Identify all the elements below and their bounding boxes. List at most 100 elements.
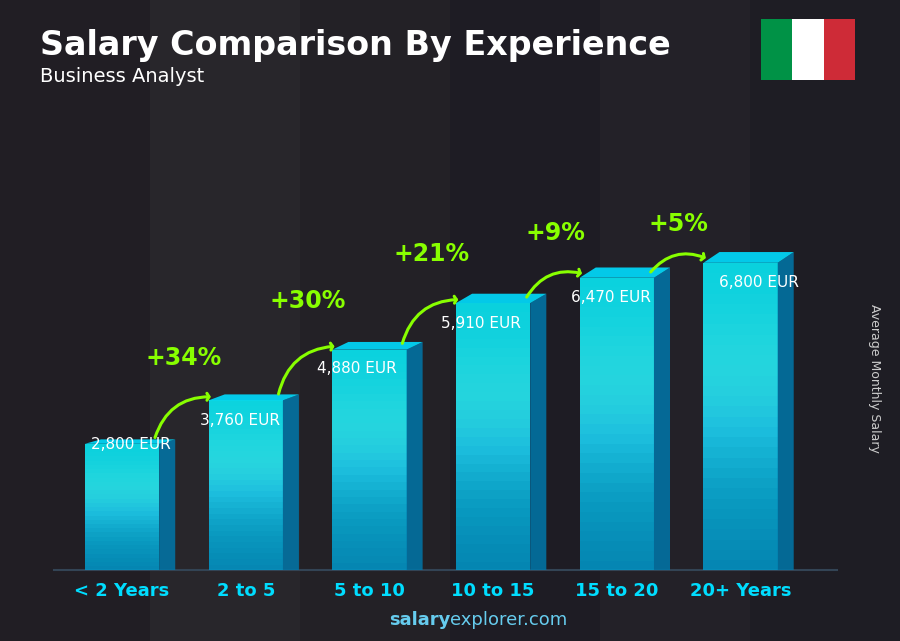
Bar bbox=[209, 401, 283, 406]
Bar bbox=[332, 497, 407, 504]
Bar bbox=[209, 423, 283, 429]
Bar bbox=[85, 520, 159, 524]
Bar bbox=[456, 553, 530, 562]
Bar bbox=[704, 499, 778, 509]
Text: 2,800 EUR: 2,800 EUR bbox=[91, 437, 171, 452]
Bar bbox=[580, 278, 654, 288]
Bar bbox=[704, 345, 778, 355]
Bar bbox=[332, 431, 407, 438]
Bar bbox=[332, 460, 407, 467]
Bar bbox=[85, 512, 159, 515]
Bar bbox=[580, 453, 654, 463]
Bar bbox=[209, 412, 283, 417]
Bar bbox=[580, 483, 654, 492]
Bar bbox=[456, 383, 530, 392]
Bar bbox=[704, 519, 778, 529]
Bar bbox=[332, 349, 407, 357]
Bar bbox=[456, 508, 530, 517]
Bar bbox=[580, 307, 654, 317]
Bar bbox=[580, 337, 654, 346]
Bar bbox=[704, 406, 778, 417]
Bar bbox=[209, 548, 283, 553]
Bar bbox=[456, 463, 530, 472]
Bar bbox=[580, 385, 654, 395]
Bar bbox=[332, 387, 407, 394]
Bar bbox=[580, 561, 654, 570]
Bar bbox=[580, 414, 654, 424]
Bar bbox=[580, 297, 654, 307]
Polygon shape bbox=[159, 439, 176, 570]
Bar bbox=[580, 512, 654, 522]
Bar bbox=[580, 356, 654, 365]
Bar bbox=[209, 565, 283, 570]
Bar bbox=[85, 469, 159, 473]
Bar bbox=[209, 508, 283, 514]
Text: salary: salary bbox=[389, 612, 450, 629]
Text: Salary Comparison By Experience: Salary Comparison By Experience bbox=[40, 29, 671, 62]
Bar bbox=[760, 19, 792, 80]
Bar bbox=[332, 549, 407, 556]
Bar bbox=[332, 526, 407, 534]
Bar bbox=[85, 503, 159, 507]
Text: 5,910 EUR: 5,910 EUR bbox=[441, 316, 521, 331]
Bar bbox=[209, 559, 283, 565]
Bar bbox=[456, 419, 530, 428]
Bar bbox=[332, 534, 407, 541]
Bar bbox=[704, 376, 778, 386]
Bar bbox=[332, 423, 407, 431]
Bar bbox=[456, 490, 530, 499]
Bar bbox=[704, 365, 778, 376]
Bar bbox=[209, 497, 283, 503]
Bar bbox=[456, 481, 530, 490]
Text: Business Analyst: Business Analyst bbox=[40, 67, 205, 87]
Bar bbox=[332, 563, 407, 570]
Bar bbox=[580, 541, 654, 551]
Polygon shape bbox=[530, 294, 546, 570]
Bar bbox=[332, 364, 407, 372]
Bar bbox=[704, 273, 778, 283]
Bar bbox=[704, 560, 778, 570]
Bar bbox=[456, 401, 530, 410]
Bar bbox=[85, 541, 159, 545]
Bar bbox=[85, 562, 159, 566]
Bar bbox=[85, 461, 159, 465]
Bar bbox=[209, 519, 283, 525]
Bar bbox=[332, 556, 407, 563]
Bar bbox=[332, 357, 407, 364]
Bar bbox=[580, 502, 654, 512]
Bar bbox=[332, 438, 407, 445]
Bar bbox=[209, 417, 283, 423]
Bar bbox=[85, 566, 159, 570]
Bar bbox=[332, 519, 407, 526]
Bar bbox=[580, 395, 654, 404]
Bar bbox=[456, 321, 530, 330]
Text: +21%: +21% bbox=[393, 242, 469, 266]
Bar bbox=[85, 537, 159, 541]
Bar bbox=[332, 504, 407, 512]
Bar bbox=[580, 326, 654, 337]
Bar bbox=[85, 524, 159, 528]
Bar bbox=[209, 542, 283, 548]
Text: +34%: +34% bbox=[146, 345, 222, 370]
Bar bbox=[300, 0, 450, 641]
Bar bbox=[750, 0, 900, 641]
Bar bbox=[209, 451, 283, 457]
Bar bbox=[456, 535, 530, 544]
Text: 3,760 EUR: 3,760 EUR bbox=[200, 413, 280, 428]
Bar bbox=[332, 408, 407, 416]
Polygon shape bbox=[407, 342, 423, 570]
Bar bbox=[456, 472, 530, 481]
Polygon shape bbox=[580, 267, 670, 278]
Text: +30%: +30% bbox=[269, 290, 346, 313]
Bar bbox=[332, 453, 407, 460]
Bar bbox=[209, 429, 283, 435]
Bar bbox=[209, 491, 283, 497]
Bar bbox=[704, 458, 778, 468]
Bar bbox=[85, 554, 159, 558]
Bar bbox=[580, 492, 654, 502]
Bar bbox=[704, 304, 778, 314]
Bar bbox=[85, 448, 159, 453]
Polygon shape bbox=[283, 394, 299, 570]
Bar bbox=[580, 444, 654, 453]
Polygon shape bbox=[85, 439, 176, 444]
